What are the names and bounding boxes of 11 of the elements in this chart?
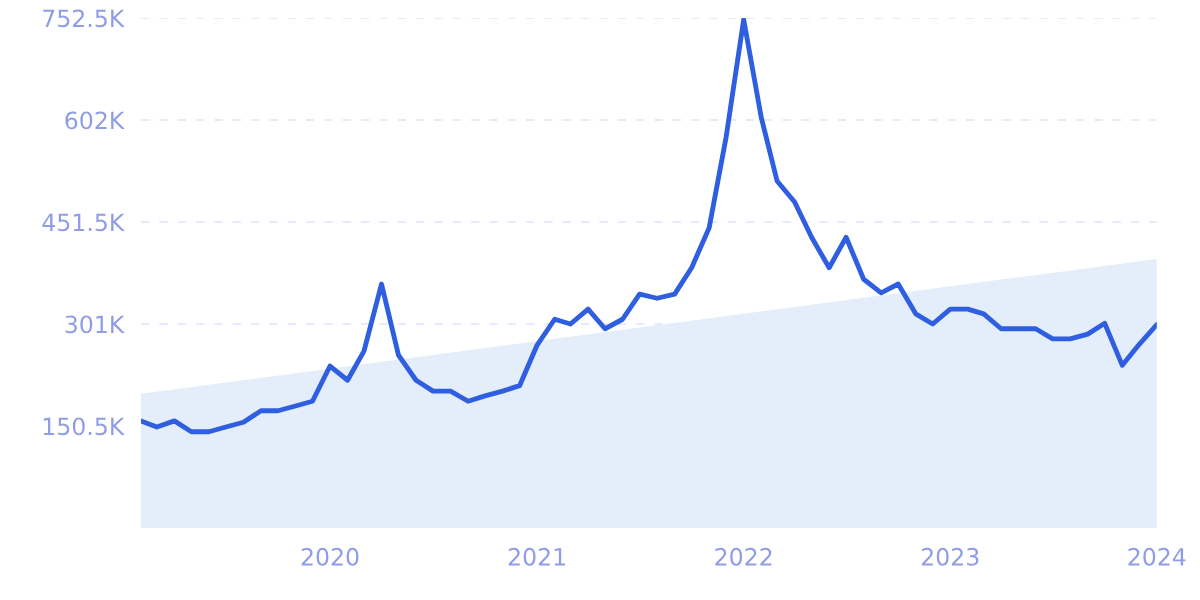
x-tick-label: 2020 [301, 547, 359, 566]
y-tick-label: 451.5K [42, 213, 125, 232]
x-tick-label: 2024 [1128, 547, 1186, 566]
y-tick-label: 301K [65, 315, 125, 334]
y-tick-label: 602K [65, 111, 125, 130]
x-tick-label: 2021 [508, 547, 565, 566]
line-series [141, 18, 1157, 435]
y-tick-label: 752.5K [43, 9, 125, 28]
x-tick-label: 2022 [715, 547, 772, 566]
y-tick-label: 150.5K [43, 417, 125, 436]
x-tick-label: 2023 [921, 547, 979, 566]
